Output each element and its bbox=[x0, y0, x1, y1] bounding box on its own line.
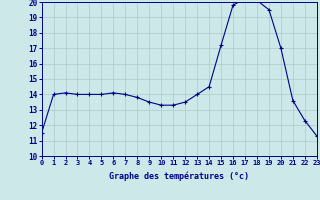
X-axis label: Graphe des températures (°c): Graphe des températures (°c) bbox=[109, 172, 249, 181]
